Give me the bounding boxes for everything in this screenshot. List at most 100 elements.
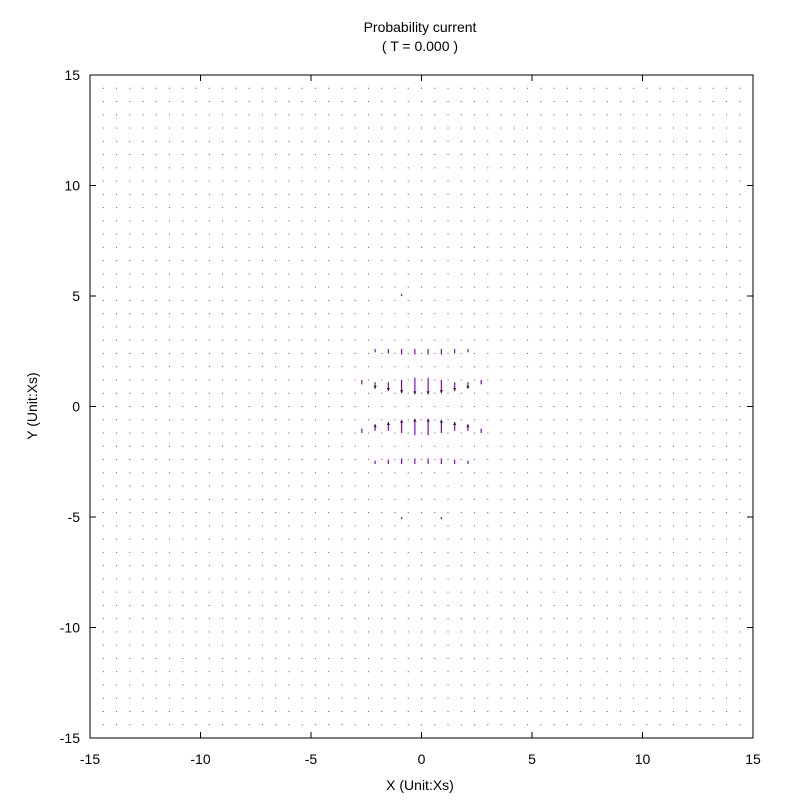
grid-dot	[288, 419, 290, 421]
grid-dot	[129, 578, 131, 580]
grid-dot	[659, 260, 661, 262]
grid-dot	[261, 379, 263, 381]
grid-dot	[129, 406, 131, 407]
grid-dot	[527, 207, 529, 209]
grid-dot	[540, 180, 542, 182]
grid-dot	[129, 538, 131, 540]
grid-dot	[553, 313, 555, 315]
grid-dot	[474, 498, 476, 500]
grid-dot	[739, 538, 741, 540]
grid-dot	[394, 233, 396, 235]
grid-dot	[527, 710, 529, 712]
grid-dot	[725, 220, 727, 222]
grid-dot	[275, 140, 277, 142]
grid-dot	[447, 631, 449, 633]
grid-dot	[672, 207, 674, 209]
grid-dot	[553, 498, 555, 500]
grid-dot	[248, 193, 250, 195]
grid-dot	[474, 604, 476, 606]
grid-dot	[659, 724, 661, 726]
grid-dot	[155, 697, 157, 699]
grid-dot	[182, 631, 184, 633]
grid-dot	[434, 299, 436, 301]
grid-dot	[619, 406, 621, 407]
grid-dot	[619, 538, 621, 540]
grid-dot	[275, 578, 277, 580]
grid-dot	[553, 551, 555, 553]
current-vector	[453, 421, 457, 431]
grid-dot	[314, 180, 316, 182]
grid-dot	[288, 525, 290, 527]
grid-dot	[341, 644, 343, 646]
grid-dot	[421, 485, 422, 487]
grid-dot	[699, 286, 701, 288]
grid-dot	[182, 233, 184, 235]
grid-dot	[725, 498, 727, 500]
grid-dot	[208, 273, 210, 275]
grid-dot	[381, 352, 383, 354]
grid-dot	[474, 114, 476, 116]
grid-dot	[500, 167, 502, 169]
grid-dot	[288, 114, 290, 116]
grid-dot	[513, 538, 515, 540]
grid-dot	[394, 604, 396, 606]
grid-dot	[659, 339, 661, 341]
grid-dot	[129, 512, 131, 514]
grid-dot	[739, 352, 741, 354]
grid-dot	[407, 565, 409, 567]
grid-dot	[182, 472, 184, 474]
grid-dot	[275, 485, 277, 487]
current-vector	[413, 418, 417, 436]
grid-dot	[553, 578, 555, 580]
grid-dot	[102, 406, 104, 407]
grid-dot	[367, 379, 369, 381]
grid-dot	[314, 246, 316, 248]
grid-dot	[686, 246, 688, 248]
grid-dot	[275, 313, 277, 315]
grid-dot	[301, 591, 303, 593]
grid-dot	[474, 445, 476, 447]
grid-dot	[580, 154, 582, 156]
grid-dot	[474, 618, 476, 620]
grid-dot	[553, 392, 555, 394]
grid-dot	[619, 379, 621, 381]
grid-dot	[712, 618, 714, 620]
grid-dot	[593, 631, 595, 633]
grid-dot	[116, 140, 118, 142]
grid-dot	[593, 445, 595, 447]
grid-dot	[288, 313, 290, 315]
grid-dot	[182, 220, 184, 222]
grid-dot	[142, 313, 144, 315]
grid-dot	[169, 233, 171, 235]
grid-dot	[725, 419, 727, 421]
grid-dot	[712, 697, 714, 699]
grid-dot	[553, 114, 555, 116]
grid-dot	[421, 127, 422, 129]
grid-dot	[447, 193, 449, 195]
grid-dot	[646, 724, 648, 726]
grid-dot	[699, 406, 701, 407]
grid-dot	[606, 406, 608, 407]
grid-dot	[116, 472, 118, 474]
grid-dot	[314, 657, 316, 659]
grid-dot	[182, 167, 184, 169]
grid-dot	[394, 684, 396, 686]
grid-dot	[659, 551, 661, 553]
grid-dot	[739, 710, 741, 712]
grid-dot	[129, 379, 131, 381]
grid-dot	[354, 710, 356, 712]
grid-dot	[248, 379, 250, 381]
grid-dot	[646, 392, 648, 394]
grid-dot	[447, 366, 449, 368]
grid-dot	[328, 313, 330, 315]
grid-dot	[182, 101, 184, 103]
grid-dot	[421, 618, 422, 620]
grid-dot	[275, 246, 277, 248]
grid-dot	[527, 299, 529, 301]
grid-dot	[513, 710, 515, 712]
grid-dot	[739, 101, 741, 103]
grid-dot	[195, 432, 197, 434]
grid-dot	[725, 352, 727, 354]
grid-dot	[553, 710, 555, 712]
grid-dot	[261, 207, 263, 209]
